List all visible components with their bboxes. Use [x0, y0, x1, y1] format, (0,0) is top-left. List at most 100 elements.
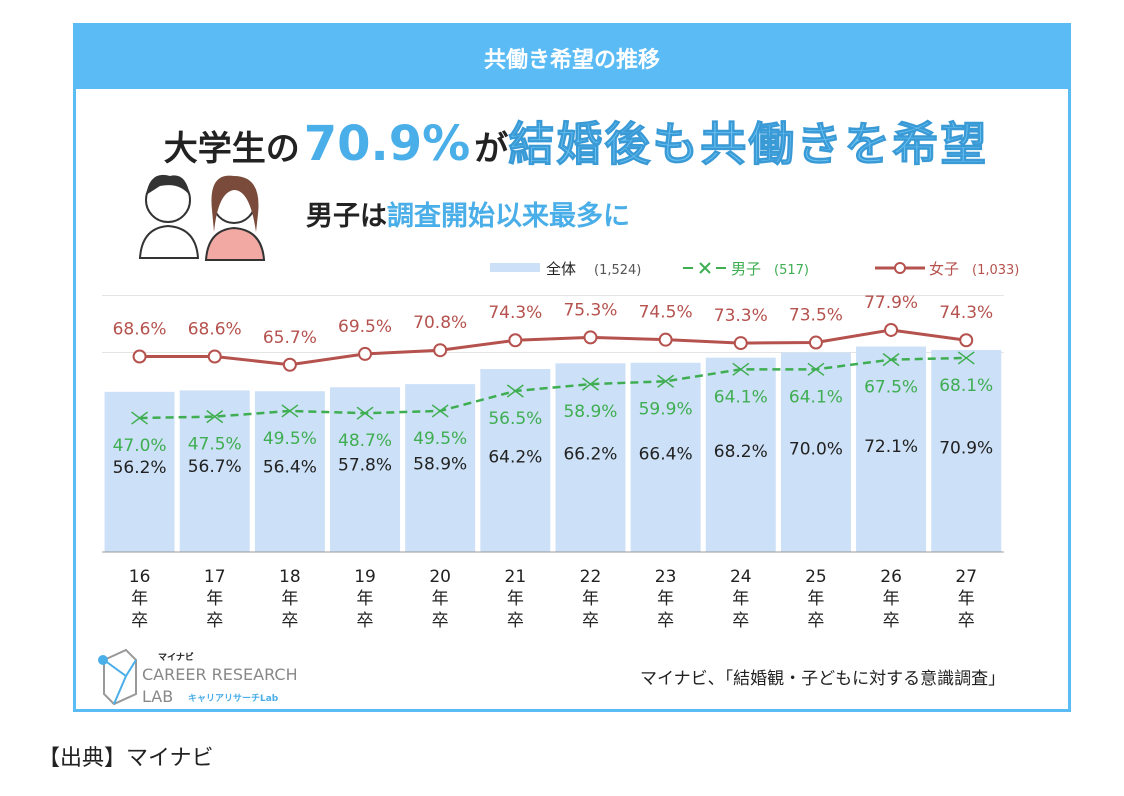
men-label: 64.1%	[714, 387, 768, 407]
x-tick-label: 卒	[807, 611, 824, 631]
point-women	[282, 357, 297, 372]
x-tick-label: 19	[354, 567, 376, 587]
point-women	[959, 333, 974, 348]
x-tick-label: 23	[655, 567, 677, 587]
x-tick-label: 卒	[657, 611, 674, 631]
headline-number: 70.9%	[303, 116, 471, 172]
students-illustration	[138, 174, 266, 261]
citation: 【出典】マイナビ	[38, 746, 214, 771]
bar-all	[856, 346, 927, 552]
x-tick-label: 18	[279, 567, 301, 587]
x-tick-label: 21	[505, 567, 527, 587]
x-tick-label: 20	[429, 567, 451, 587]
men-label: 64.1%	[789, 387, 843, 407]
point-men	[582, 377, 599, 391]
x-tick-label: 年	[131, 589, 148, 609]
headline-part2: が	[474, 129, 509, 169]
x-tick-label: 年	[958, 589, 975, 609]
point-women	[733, 336, 748, 351]
legend-swatch-all	[490, 263, 540, 272]
point-women	[433, 343, 448, 358]
point-women	[583, 330, 598, 345]
x-tick-label: 卒	[507, 611, 524, 631]
bar-all	[931, 349, 1002, 552]
point-men	[732, 362, 750, 376]
women-label: 73.5%	[789, 306, 843, 326]
x-tick-label: 卒	[958, 611, 975, 631]
men-label: 47.5%	[188, 435, 242, 455]
point-women	[358, 346, 373, 361]
point-women	[508, 333, 523, 348]
x-tick-label: 卒	[432, 611, 449, 631]
line-men	[139, 356, 967, 420]
bar-all	[630, 362, 701, 552]
bar-all	[555, 363, 626, 552]
men-label: 68.1%	[939, 376, 993, 396]
logo-kana: キャリアリサーチLab	[188, 693, 279, 704]
x-tick-label: 年	[807, 589, 824, 609]
x-tick-label: 年	[732, 589, 749, 609]
bar-label: 58.9%	[413, 454, 467, 474]
men-label: 49.5%	[263, 429, 317, 449]
bar-label: 56.7%	[188, 457, 242, 477]
point-men	[131, 411, 149, 425]
point-men	[882, 353, 900, 367]
x-tick-label: 27	[955, 567, 977, 587]
point-women	[207, 349, 222, 364]
x-tick-label: 16	[129, 567, 151, 587]
x-tick-label: 年	[582, 589, 599, 609]
subheadline-emphasis: 調査開始以来最多に	[387, 201, 630, 232]
point-men	[957, 351, 975, 365]
point-men	[506, 384, 524, 398]
x-tick-label: 22	[580, 567, 602, 587]
point-men	[657, 374, 675, 388]
legend-all: 全体	[546, 260, 576, 278]
headline-emphasis: 結婚後も共働きを希望	[508, 117, 989, 172]
x-tick-label: 26	[880, 567, 902, 587]
women-label: 68.6%	[188, 319, 242, 339]
women-label: 74.3%	[488, 303, 542, 323]
women-label: 73.3%	[714, 306, 768, 326]
point-men	[206, 410, 224, 424]
legend-all-n: (1,524)	[594, 263, 641, 278]
point-women	[658, 332, 673, 347]
legend-men-n: (517)	[774, 263, 809, 278]
legend-men: 男子	[731, 260, 761, 278]
bar-all	[480, 369, 551, 552]
bar-label: 72.1%	[864, 437, 918, 457]
men-label: 59.9%	[639, 399, 693, 419]
men-label: 49.5%	[413, 429, 467, 449]
bar-all	[705, 357, 776, 552]
legend-swatch-men	[683, 262, 726, 274]
legend-women: 女子	[929, 260, 959, 278]
women-label: 77.9%	[864, 293, 918, 313]
x-tick-label: 卒	[732, 611, 749, 631]
x-tick-label: 年	[206, 589, 223, 609]
point-women	[132, 349, 147, 364]
x-tick-label: 25	[805, 567, 827, 587]
source-note: マイナビ、「結婚観・子どもに対する意識調査」	[640, 669, 1006, 689]
men-label: 67.5%	[864, 378, 918, 398]
point-men	[356, 406, 374, 420]
legend-women-n: (1,033)	[972, 263, 1019, 278]
men-label: 58.9%	[563, 402, 617, 422]
career-research-lab-logo: マイナビ CAREER RESEARCH LAB キャリアリサーチLab	[96, 646, 298, 720]
subheadline: 男子は調査開始以来最多に	[306, 194, 630, 233]
women-label: 65.7%	[263, 328, 317, 348]
bar-all	[780, 352, 851, 552]
bar-label: 64.2%	[488, 447, 542, 467]
legend-marker-women	[894, 262, 906, 274]
x-tick-label: 卒	[357, 611, 374, 631]
bar-label: 66.4%	[639, 444, 693, 464]
headline: 大学生の 70.9% が 結婚後も共働きを希望	[86, 108, 1066, 174]
men-label: 47.0%	[113, 436, 167, 456]
men-label: 48.7%	[338, 431, 392, 451]
point-women	[884, 322, 899, 337]
bar-label: 56.2%	[113, 458, 167, 478]
logo-line1: CAREER RESEARCH	[142, 665, 296, 684]
x-tick-label: 24	[730, 567, 752, 587]
x-tick-label: 年	[357, 589, 374, 609]
men-label: 56.5%	[488, 409, 542, 429]
x-tick-label: 卒	[582, 611, 599, 631]
